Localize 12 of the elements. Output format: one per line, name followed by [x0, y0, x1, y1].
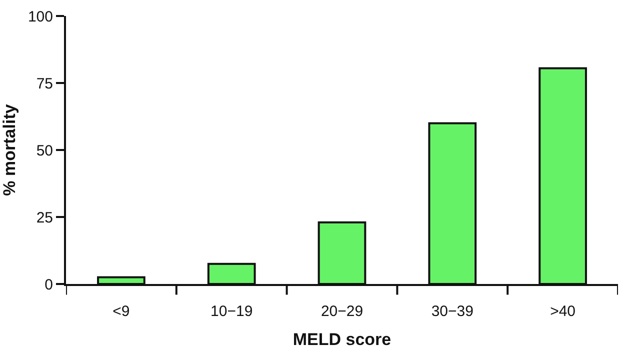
y-axis-title: % mortality — [0, 104, 20, 196]
y-tick-label: 100 — [28, 8, 53, 26]
y-tick-label: 25 — [36, 209, 53, 226]
x-tick-label: 10−19 — [210, 303, 253, 320]
x-tick-label: >40 — [550, 303, 576, 320]
x-tick-label: 30−39 — [431, 303, 474, 320]
x-axis-title: MELD score — [292, 330, 392, 349]
y-tick-label: 75 — [36, 75, 53, 92]
x-tick-label: 20−29 — [320, 303, 364, 320]
y-tick-label: 0 — [44, 276, 53, 294]
y-tick-label: 50 — [36, 142, 53, 160]
x-tick-label: <9 — [112, 303, 130, 320]
